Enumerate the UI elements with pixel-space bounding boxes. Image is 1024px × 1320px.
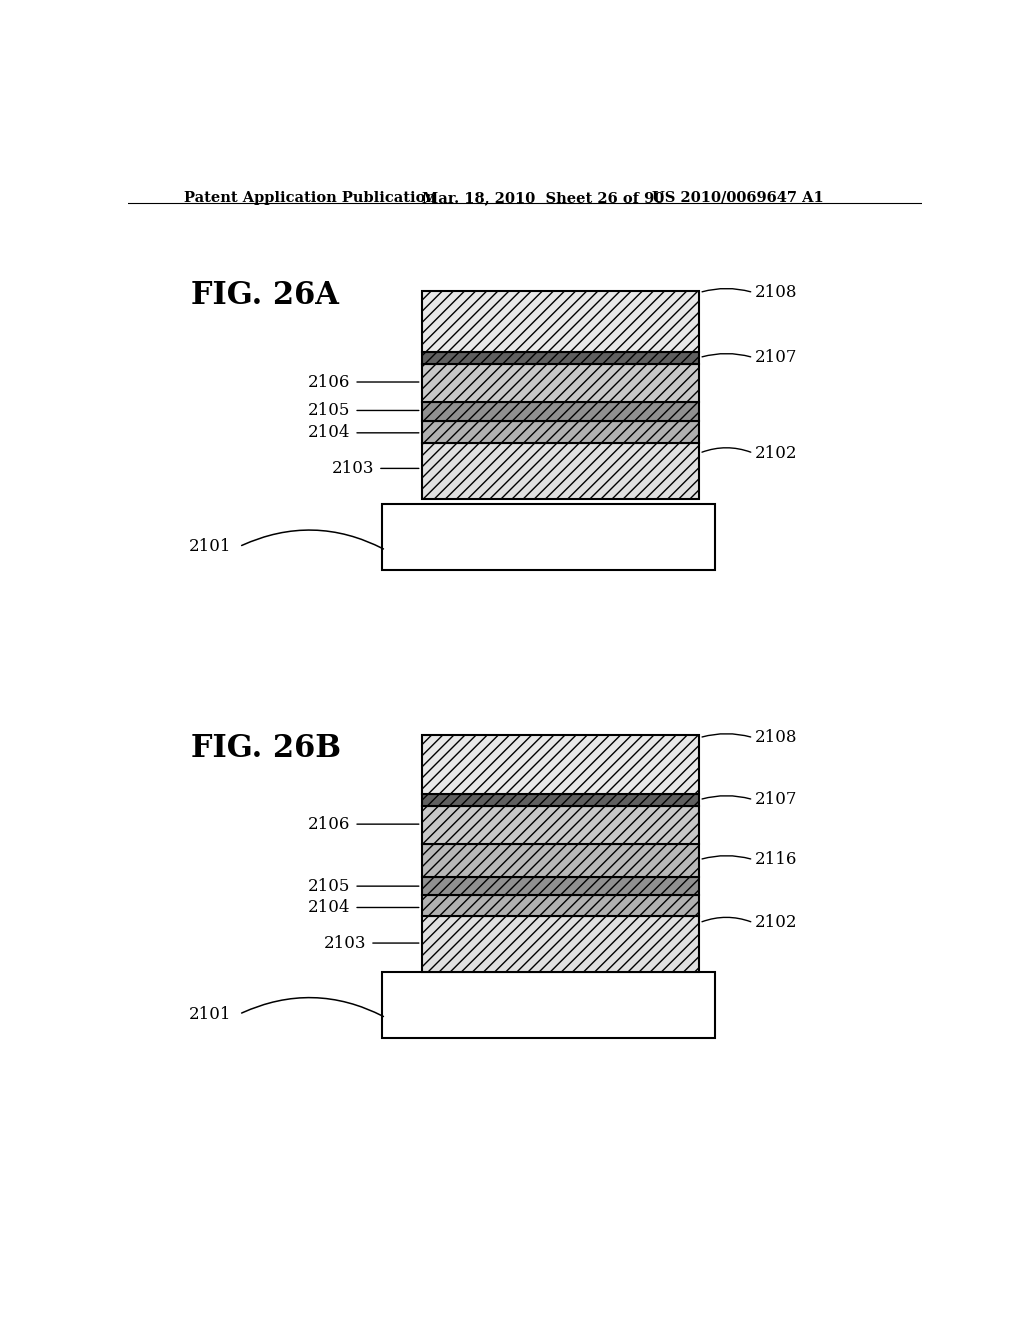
Text: 2102: 2102	[755, 915, 798, 931]
Text: 2105: 2105	[308, 878, 350, 895]
Bar	[382, 972, 715, 1038]
Text: Mar. 18, 2010  Sheet 26 of 90: Mar. 18, 2010 Sheet 26 of 90	[422, 191, 664, 205]
Bar	[422, 845, 699, 876]
Text: 2103: 2103	[324, 935, 367, 952]
Text: 2106: 2106	[308, 374, 350, 391]
Text: 2104: 2104	[307, 424, 350, 441]
Bar	[382, 504, 715, 570]
Text: 2101: 2101	[188, 1006, 231, 1023]
Bar	[422, 444, 699, 499]
Bar	[422, 403, 699, 421]
Text: 2102: 2102	[755, 445, 798, 462]
Text: 2106: 2106	[308, 816, 350, 833]
Text: 2103: 2103	[332, 459, 374, 477]
Text: FIG. 26A: FIG. 26A	[191, 280, 339, 312]
Bar	[422, 290, 699, 351]
Text: 2105: 2105	[308, 403, 350, 418]
Text: US 2010/0069647 A1: US 2010/0069647 A1	[652, 191, 823, 205]
Bar	[422, 421, 699, 444]
Bar	[422, 793, 699, 805]
Text: FIG. 26B: FIG. 26B	[191, 733, 341, 764]
Text: 2107: 2107	[755, 348, 798, 366]
Text: 2108: 2108	[755, 729, 798, 746]
Text: 2116: 2116	[755, 851, 798, 869]
Bar	[422, 916, 699, 972]
Bar	[422, 895, 699, 916]
Text: 2101: 2101	[188, 539, 231, 556]
Bar	[422, 876, 699, 895]
Bar	[422, 351, 699, 364]
Bar	[422, 805, 699, 845]
Text: 2104: 2104	[307, 899, 350, 916]
Text: 2107: 2107	[755, 791, 798, 808]
Bar	[422, 364, 699, 403]
Text: 2108: 2108	[755, 284, 798, 301]
Text: Patent Application Publication: Patent Application Publication	[183, 191, 435, 205]
Bar	[422, 735, 699, 793]
